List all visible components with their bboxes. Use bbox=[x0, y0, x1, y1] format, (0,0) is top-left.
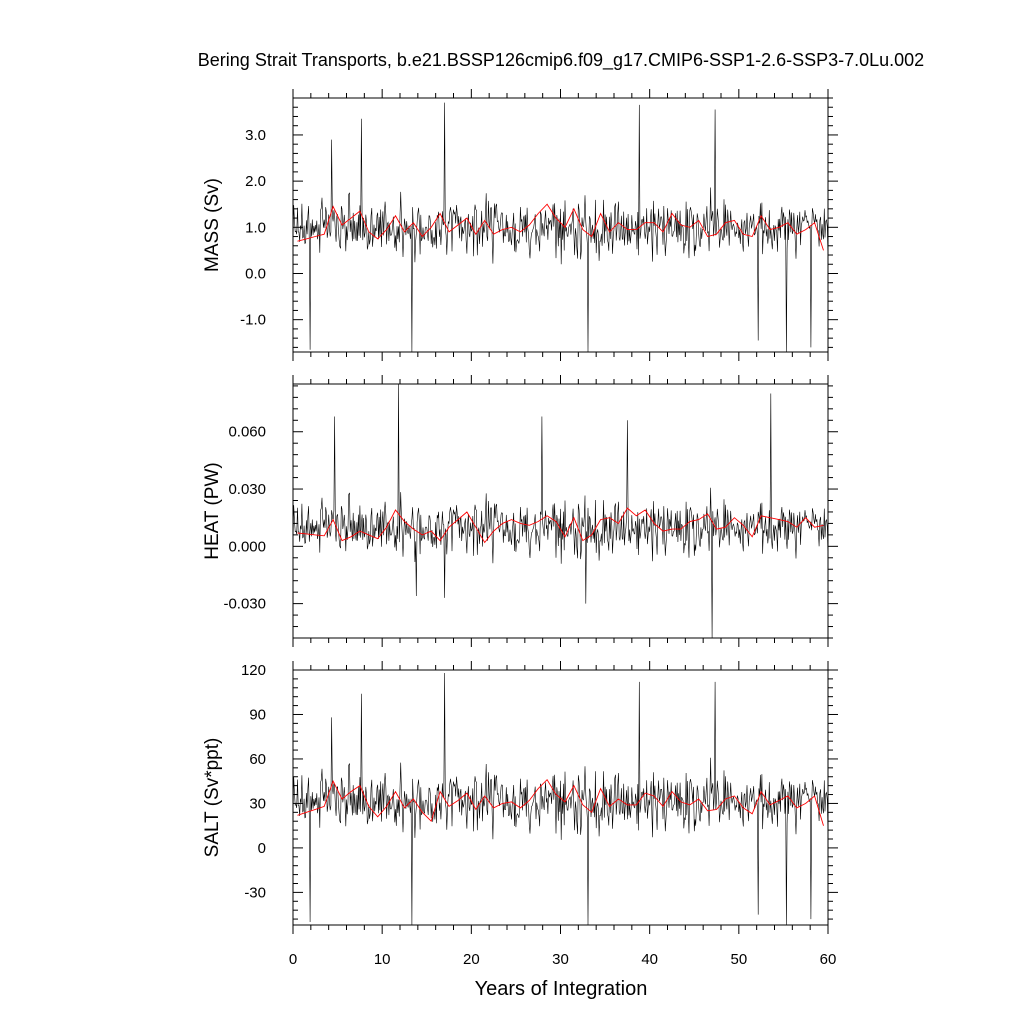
x-tick-label: 0 bbox=[289, 951, 297, 968]
x-tick-label: 60 bbox=[820, 951, 837, 968]
x-tick-labels: 0 10 20 30 40 50 60 bbox=[289, 951, 837, 968]
y-tick-label: 0.060 bbox=[228, 424, 266, 441]
y-tick-label: 120 bbox=[241, 662, 266, 679]
series-line-monthly bbox=[293, 672, 828, 925]
y-axis-label: MASS (Sv) bbox=[202, 178, 223, 272]
series-line-monthly bbox=[293, 102, 828, 352]
panel-heat: -0.030 0.000 0.030 0.060 HEAT (PW) bbox=[202, 375, 838, 647]
series-line-annual bbox=[297, 203, 824, 251]
panels: -1.0 0.0 1.0 2.0 3.0 MASS (Sv) -0.030 0.000 0.03… bbox=[202, 89, 838, 968]
y-axis-label: HEAT (PW) bbox=[202, 462, 223, 559]
x-tick-label: 40 bbox=[641, 951, 658, 968]
y-axis-label: SALT (Sv*ppt) bbox=[202, 738, 223, 858]
panel-mass: -1.0 0.0 1.0 2.0 3.0 MASS (Sv) bbox=[202, 89, 838, 361]
y-tick-label: -0.030 bbox=[223, 596, 266, 613]
x-tick-label: 10 bbox=[374, 951, 391, 968]
x-tick-label: 50 bbox=[730, 951, 747, 968]
y-tick-label: -1.0 bbox=[240, 312, 266, 329]
x-axis-label: Years of Integration bbox=[475, 978, 648, 1000]
y-tick-label: 30 bbox=[249, 795, 266, 812]
y-tick-label: 0 bbox=[258, 840, 266, 857]
y-tick-label: 0.000 bbox=[228, 538, 266, 555]
y-tick-label: 0.030 bbox=[228, 481, 266, 498]
series-line-annual bbox=[297, 778, 824, 826]
y-tick-label: 90 bbox=[249, 706, 266, 723]
series-line-annual bbox=[297, 507, 824, 544]
y-tick-label: -30 bbox=[244, 884, 266, 901]
y-tick-label: 60 bbox=[249, 751, 266, 768]
x-tick-label: 30 bbox=[552, 951, 569, 968]
panel-salt: -30 0 30 60 90 120 SALT (Sv*ppt) bbox=[202, 661, 838, 934]
y-tick-label: 1.0 bbox=[245, 219, 266, 236]
x-tick-label: 20 bbox=[463, 951, 480, 968]
y-tick-label: 0.0 bbox=[245, 265, 266, 282]
chart-title: Bering Strait Transports, b.e21.BSSP126c… bbox=[198, 50, 924, 71]
y-tick-label: 2.0 bbox=[245, 173, 266, 190]
series-line-monthly bbox=[293, 384, 828, 638]
y-tick-label: 3.0 bbox=[245, 127, 266, 144]
